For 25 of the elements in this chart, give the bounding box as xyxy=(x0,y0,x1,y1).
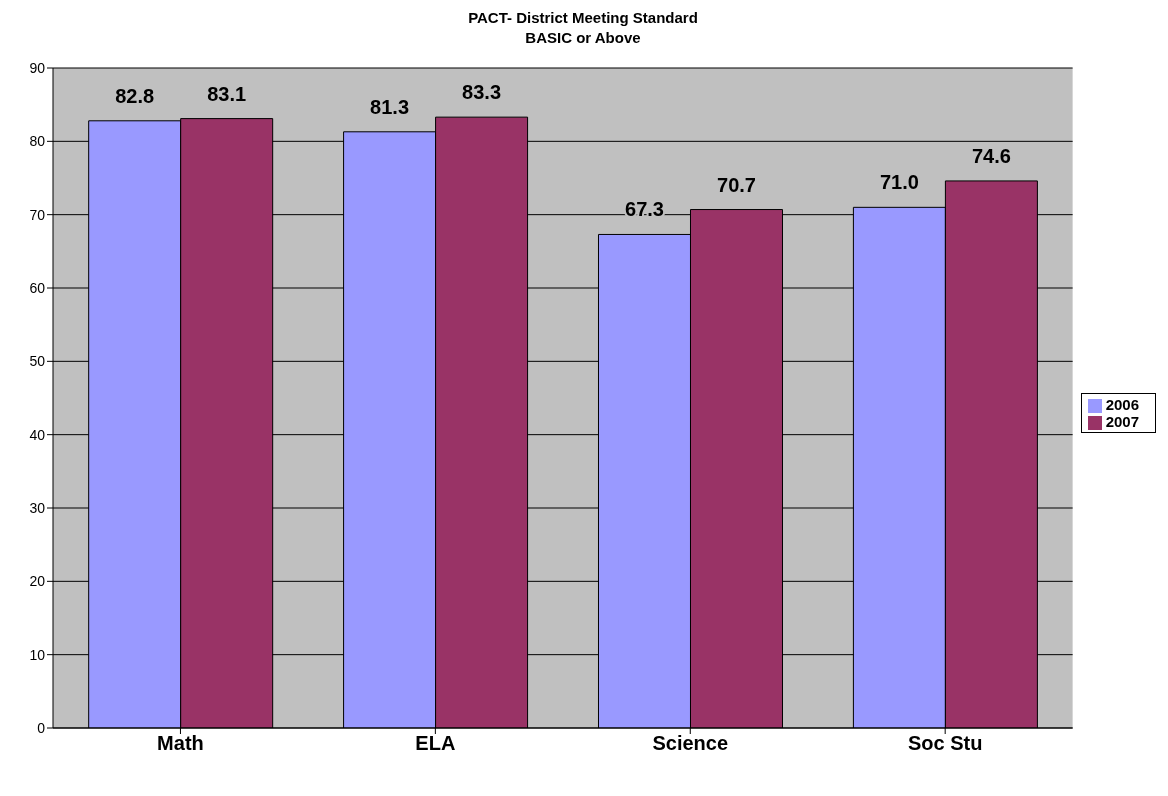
data-label: 82.8 xyxy=(115,84,155,107)
data-label: 81.3 xyxy=(370,95,410,118)
data-label: 70.7 xyxy=(717,173,756,196)
data-label: 71.0 xyxy=(879,171,919,194)
legend-label: 2006 xyxy=(1105,395,1139,413)
chart-subtitle: BASIC or Above xyxy=(524,28,642,48)
x-tick-label: Soc Stu xyxy=(907,732,983,755)
x-tick-label: ELA xyxy=(415,732,456,755)
y-tick-label: 60 xyxy=(29,279,46,296)
y-tick-label: 10 xyxy=(29,646,46,663)
data-label: 83.1 xyxy=(207,82,247,105)
data-label: 83.3 xyxy=(462,81,502,104)
y-tick-label: 40 xyxy=(29,426,46,443)
y-tick-label: 0 xyxy=(37,719,46,736)
y-tick-label: 50 xyxy=(29,353,46,370)
y-tick-label: 20 xyxy=(29,573,46,590)
y-tick-label: 70 xyxy=(29,206,46,223)
chart-title: PACT- District Meeting Standard xyxy=(467,8,699,28)
data-label: 74.6 xyxy=(971,144,1011,167)
x-tick-label: Science xyxy=(652,732,729,755)
legend-label: 2007 xyxy=(1105,413,1139,430)
y-tick-label: 90 xyxy=(29,59,46,76)
y-tick-label: 80 xyxy=(29,133,46,150)
x-tick-label: Math xyxy=(157,732,204,755)
y-tick-label: 30 xyxy=(29,499,46,516)
